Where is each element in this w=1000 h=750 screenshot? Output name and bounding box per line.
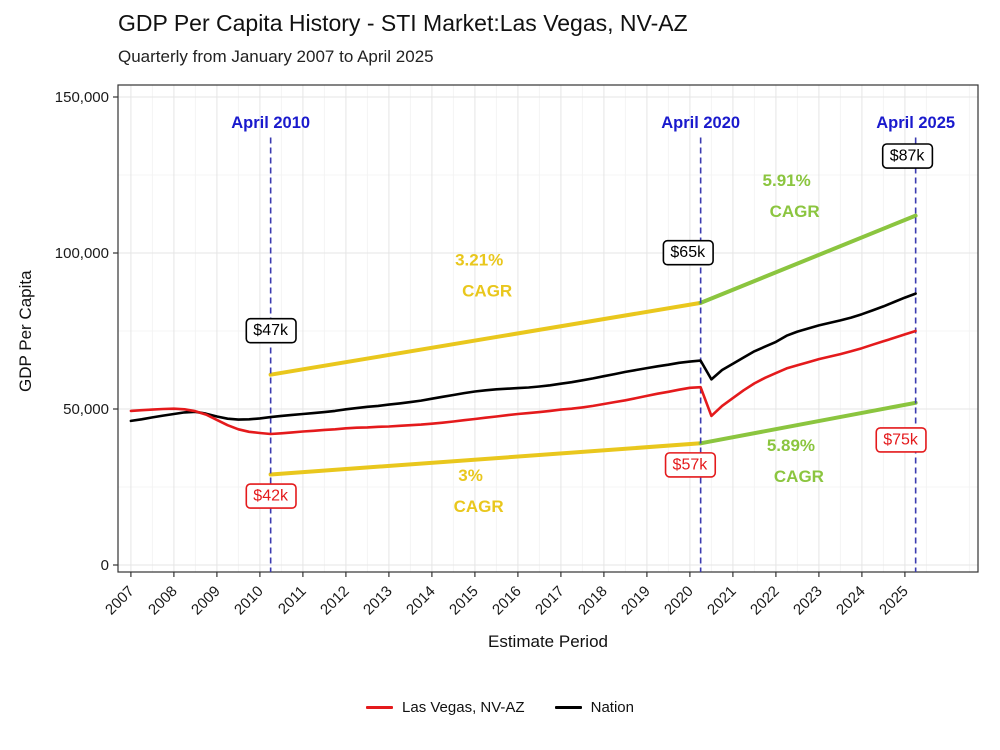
svg-text:150,000: 150,000	[55, 89, 109, 106]
legend-swatch-las-vegas	[366, 705, 394, 710]
svg-text:2020: 2020	[661, 583, 697, 619]
svg-text:$75k: $75k	[883, 431, 919, 448]
svg-text:$65k: $65k	[670, 244, 706, 261]
svg-text:5.89%: 5.89%	[767, 436, 815, 455]
svg-text:$47k: $47k	[253, 322, 289, 339]
svg-text:2014: 2014	[403, 583, 439, 619]
legend-label-nation: Nation	[590, 699, 634, 716]
y-axis-title: GDP Per Capita	[16, 270, 35, 392]
svg-text:2024: 2024	[833, 583, 869, 619]
legend-swatch-nation	[554, 705, 582, 710]
svg-text:2015: 2015	[446, 583, 482, 619]
svg-text:$42k: $42k	[253, 488, 289, 505]
svg-text:CAGR: CAGR	[462, 281, 512, 300]
svg-text:April 2020: April 2020	[661, 114, 740, 132]
chart-subtitle: Quarterly from January 2007 to April 202…	[118, 47, 434, 66]
svg-text:100,000: 100,000	[55, 245, 109, 262]
svg-text:2007: 2007	[102, 583, 138, 619]
svg-text:2021: 2021	[704, 583, 740, 619]
legend: Las Vegas, NV-AZ Nation	[0, 699, 1000, 716]
svg-text:April 2010: April 2010	[231, 114, 310, 132]
svg-text:April 2025: April 2025	[876, 114, 955, 132]
svg-text:CAGR: CAGR	[774, 467, 824, 486]
chart-title: GDP Per Capita History - STI Market:Las …	[118, 10, 688, 36]
svg-text:2018: 2018	[575, 583, 611, 619]
svg-text:$57k: $57k	[673, 456, 709, 473]
svg-text:3%: 3%	[458, 466, 483, 485]
svg-text:0: 0	[101, 557, 109, 574]
svg-text:2016: 2016	[489, 583, 525, 619]
svg-text:3.21%: 3.21%	[455, 250, 503, 269]
svg-text:2017: 2017	[532, 583, 568, 619]
x-axis-title: Estimate Period	[488, 632, 608, 651]
svg-text:2011: 2011	[275, 583, 310, 618]
svg-text:2025: 2025	[876, 583, 912, 619]
svg-text:2023: 2023	[790, 583, 826, 619]
svg-text:2009: 2009	[188, 583, 224, 619]
svg-text:5.91%: 5.91%	[763, 171, 811, 190]
svg-text:CAGR: CAGR	[770, 202, 820, 221]
svg-text:2012: 2012	[317, 583, 353, 619]
svg-text:2019: 2019	[618, 583, 654, 619]
legend-label-las-vegas: Las Vegas, NV-AZ	[402, 699, 525, 716]
svg-text:2022: 2022	[747, 583, 783, 619]
svg-text:2010: 2010	[231, 583, 267, 619]
svg-text:2013: 2013	[360, 583, 396, 619]
svg-text:$87k: $87k	[890, 147, 926, 164]
svg-text:2008: 2008	[145, 583, 181, 619]
svg-text:50,000: 50,000	[63, 401, 109, 418]
plot-area: 2007 2008 2009 2010 2011 2012 2013 2014 2015 2016…	[55, 84, 979, 619]
svg-text:CAGR: CAGR	[454, 497, 504, 516]
